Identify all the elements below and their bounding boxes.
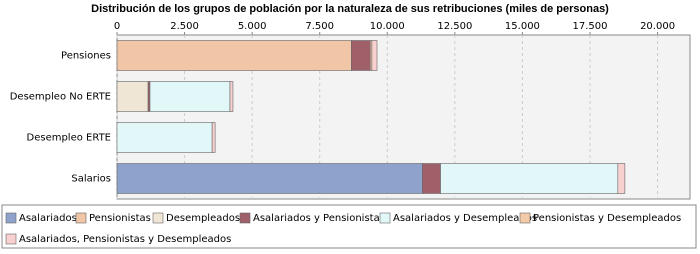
legend-swatch xyxy=(5,212,17,224)
bar-segment xyxy=(116,122,213,153)
y-tick-label: Salarios xyxy=(71,174,111,185)
x-tick-label: 15.000 xyxy=(505,21,540,32)
bar-segment xyxy=(351,40,371,71)
legend-swatch xyxy=(379,212,391,224)
legend-label: Desempleados xyxy=(166,213,240,224)
legend-label: Asalariados, Pensionistas y Desempleados xyxy=(19,234,231,245)
x-tick-label: 10.000 xyxy=(370,21,405,32)
bar-segment xyxy=(229,81,234,112)
legend-label: Asalariados y Pensionistas xyxy=(253,213,385,224)
legend-swatch xyxy=(519,212,531,224)
bar-segment xyxy=(116,40,352,71)
bar-segment xyxy=(617,163,626,194)
x-tick-label: 17.500 xyxy=(572,21,607,32)
x-tick-label: 2.500 xyxy=(170,21,199,32)
legend-swatch xyxy=(75,212,87,224)
legend-label: Asalariados y Desempleados xyxy=(393,213,537,224)
bar-segment xyxy=(422,163,441,194)
x-tick-label: 7.500 xyxy=(305,21,334,32)
x-tick-label: 12.500 xyxy=(437,21,472,32)
x-tick-label: 5.000 xyxy=(238,21,267,32)
y-tick-label: Desempleo No ERTE xyxy=(10,92,111,103)
bar-segment xyxy=(149,81,231,112)
legend-swatch xyxy=(5,233,17,245)
bar-segment xyxy=(116,81,149,112)
bar-segment xyxy=(371,40,378,71)
bar-segment xyxy=(211,122,216,153)
legend-label: Pensionistas y Desempleados xyxy=(533,213,681,224)
y-tick-label: Desempleo ERTE xyxy=(27,133,112,144)
bar-segment xyxy=(116,163,423,194)
x-tick-label: 0 xyxy=(114,21,120,32)
legend-swatch xyxy=(239,212,251,224)
legend-label: Pensionistas xyxy=(89,213,151,224)
legend-label: Asalariados xyxy=(19,213,77,224)
legend-swatch xyxy=(152,212,164,224)
legend xyxy=(1,204,697,249)
y-tick-label: Pensiones xyxy=(61,51,111,62)
chart-title: Distribución de los grupos de población … xyxy=(91,3,609,15)
bar-segment xyxy=(440,163,619,194)
x-tick-label: 20.000 xyxy=(640,21,675,32)
